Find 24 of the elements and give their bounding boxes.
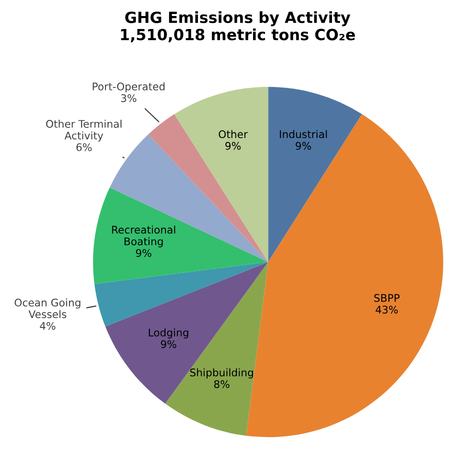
slice-label: Recreational Boating [112, 226, 176, 248]
data-label: 9% [225, 142, 241, 150]
data-label: 3% [121, 94, 136, 102]
slice-label: Shipbuilding [190, 368, 254, 378]
slice-label: Ocean Going Vessels [14, 298, 80, 318]
pie-slice [93, 187, 268, 284]
slice-label: Lodging [148, 328, 188, 338]
data-label: 9% [160, 340, 176, 348]
pie-slice [174, 86, 268, 262]
pie-slice [105, 262, 268, 404]
slice-label: Other [218, 130, 248, 138]
slice-label: Port-Operated [92, 82, 165, 92]
slice-label: SBPP [374, 294, 400, 302]
data-label: 9% [296, 142, 312, 150]
data-label: 8% [214, 380, 230, 388]
pie-slice [268, 86, 362, 262]
data-label: 4% [40, 322, 56, 330]
data-label: 43% [376, 306, 398, 314]
data-label: 6% [76, 143, 92, 152]
pie-slice [94, 262, 268, 326]
chart-title: GHG Emissions by Activity 1,510,018 metric tons CO₂e [121, 11, 355, 42]
slice-label: Other Terminal Activity [46, 120, 122, 142]
slice-label: Industrial [280, 130, 327, 138]
data-label: 9% [136, 249, 152, 257]
